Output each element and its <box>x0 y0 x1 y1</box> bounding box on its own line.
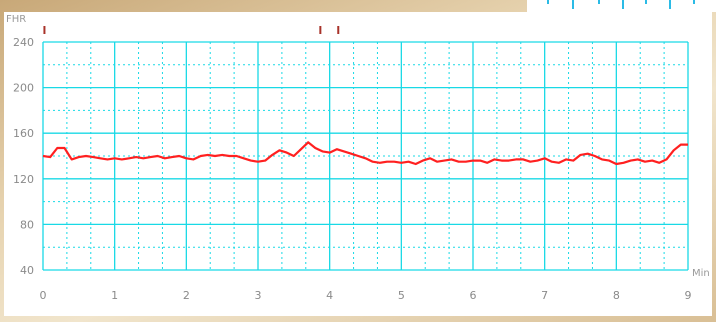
y-tick-label: 120 <box>13 173 34 186</box>
x-tick-label: 7 <box>541 289 548 302</box>
x-tick-label: 1 <box>111 289 118 302</box>
x-tick-label: 2 <box>183 289 190 302</box>
corner-panel <box>527 0 716 12</box>
trace-layer <box>42 141 688 166</box>
y-tick-label: 40 <box>20 264 34 277</box>
x-tick-label: 5 <box>398 289 405 302</box>
x-tick-label: 9 <box>685 289 692 302</box>
x-tick-label: 8 <box>613 289 620 302</box>
corner-ticks <box>547 0 695 9</box>
y-tick-label: 200 <box>13 82 34 95</box>
x-tick-label: 6 <box>470 289 477 302</box>
y-axis-label: FHR <box>6 14 26 25</box>
y-tick-label: 160 <box>13 127 34 140</box>
x-tick-label: 3 <box>255 289 262 302</box>
x-tick-label: 0 <box>40 289 47 302</box>
y-tick-labels: 40 80 120 160 200 240 <box>13 36 34 277</box>
x-axis-label: Min <box>692 268 710 279</box>
event-marks <box>43 26 340 34</box>
x-tick-labels: 0 1 2 3 4 5 6 7 8 9 <box>40 289 692 302</box>
minor-grid <box>43 42 688 270</box>
chart-card <box>4 12 712 316</box>
y-tick-label: 240 <box>13 36 34 49</box>
x-tick-label: 4 <box>326 289 333 302</box>
fhr-trace-line <box>42 141 688 166</box>
y-tick-label: 80 <box>20 218 34 231</box>
